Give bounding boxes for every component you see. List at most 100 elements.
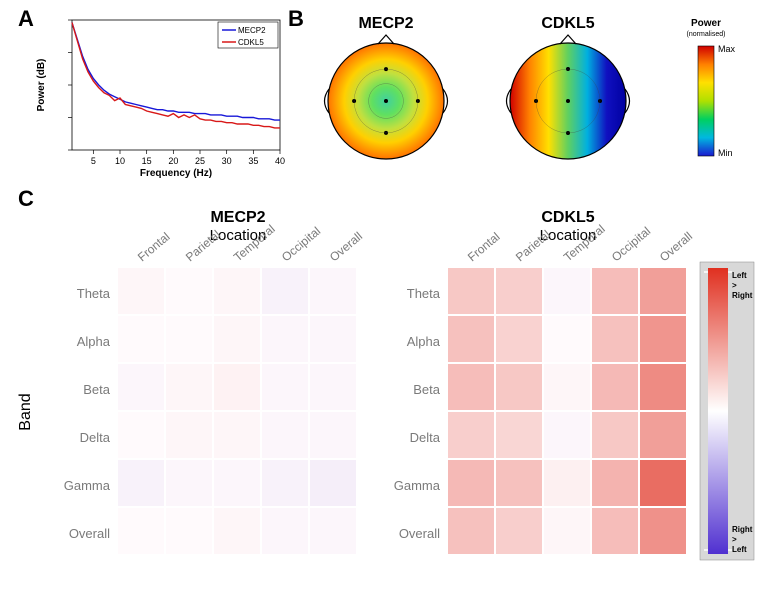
svg-text:Delta: Delta — [410, 430, 441, 445]
svg-text:Right: Right — [732, 525, 753, 534]
svg-text:Gamma: Gamma — [64, 478, 111, 493]
heat-cell — [448, 316, 494, 362]
heat-cell — [592, 508, 638, 554]
heat-cell — [310, 412, 356, 458]
svg-text:Occipital: Occipital — [279, 224, 323, 264]
heat-cell — [118, 508, 164, 554]
svg-text:Alpha: Alpha — [77, 334, 111, 349]
svg-text:30: 30 — [222, 156, 232, 166]
heat-cell — [262, 268, 308, 314]
heat-cell — [592, 316, 638, 362]
power-spectrum-chart: 510152025303540Frequency (Hz)Power (dB)M… — [30, 10, 290, 180]
svg-text:Parietal: Parietal — [513, 227, 553, 264]
svg-text:Theta: Theta — [77, 286, 111, 301]
heat-cell — [544, 364, 590, 410]
heat-cell — [310, 460, 356, 506]
svg-text:35: 35 — [248, 156, 258, 166]
svg-text:Beta: Beta — [83, 382, 111, 397]
heat-cell — [448, 508, 494, 554]
svg-text:Left: Left — [732, 271, 747, 280]
svg-text:10: 10 — [115, 156, 125, 166]
svg-text:Overall: Overall — [69, 526, 110, 541]
heat-cell — [262, 460, 308, 506]
svg-text:CDKL5: CDKL5 — [541, 15, 594, 32]
heat-cell — [448, 412, 494, 458]
asymmetry-heatmaps: MECP2LocationFrontalParietalTemporalOcci… — [8, 196, 768, 606]
svg-text:Left: Left — [732, 545, 747, 554]
svg-text:Parietal: Parietal — [183, 227, 223, 264]
svg-text:>: > — [732, 535, 737, 544]
heat-cell — [166, 412, 212, 458]
svg-text:40: 40 — [275, 156, 285, 166]
svg-text:Frontal: Frontal — [465, 230, 503, 265]
svg-text:Frequency (Hz): Frequency (Hz) — [140, 168, 212, 179]
heat-cell — [544, 412, 590, 458]
heat-cell — [544, 508, 590, 554]
heat-cell — [214, 508, 260, 554]
heat-cell — [592, 412, 638, 458]
heat-cell — [310, 364, 356, 410]
heat-cell — [544, 316, 590, 362]
svg-text:MECP2: MECP2 — [210, 209, 265, 226]
heat-cell — [214, 268, 260, 314]
heat-cell — [592, 364, 638, 410]
heat-cell — [544, 268, 590, 314]
heat-cell — [640, 412, 686, 458]
svg-text:CDKL5: CDKL5 — [238, 38, 264, 47]
heat-cell — [496, 412, 542, 458]
svg-text:Min: Min — [718, 148, 733, 158]
heat-cell — [448, 364, 494, 410]
svg-text:MECP2: MECP2 — [358, 15, 413, 32]
heat-cell — [166, 460, 212, 506]
svg-text:Right: Right — [732, 291, 753, 300]
heat-cell — [640, 508, 686, 554]
heat-cell — [262, 508, 308, 554]
heat-cell — [496, 364, 542, 410]
heat-cell — [118, 412, 164, 458]
heat-cell — [214, 412, 260, 458]
heat-cell — [496, 460, 542, 506]
heat-cell — [262, 316, 308, 362]
heat-cell — [118, 268, 164, 314]
heat-cell — [118, 364, 164, 410]
svg-text:Gamma: Gamma — [394, 478, 441, 493]
heat-cell — [496, 268, 542, 314]
heat-cell — [640, 316, 686, 362]
svg-text:Overall: Overall — [657, 229, 695, 264]
heat-cell — [118, 316, 164, 362]
svg-text:Frontal: Frontal — [135, 230, 173, 265]
svg-text:>: > — [732, 281, 737, 290]
svg-text:(normalised): (normalised) — [687, 31, 726, 38]
heat-cell — [640, 364, 686, 410]
svg-text:Beta: Beta — [413, 382, 441, 397]
heat-cell — [496, 316, 542, 362]
heat-cell — [166, 508, 212, 554]
power-colorbar — [698, 46, 714, 156]
heat-cell — [214, 364, 260, 410]
heat-cell — [592, 268, 638, 314]
svg-text:Power: Power — [691, 18, 721, 29]
svg-text:Band: Band — [17, 393, 34, 430]
svg-text:MECP2: MECP2 — [238, 26, 266, 35]
heat-cell — [262, 412, 308, 458]
heat-cell — [544, 460, 590, 506]
heat-cell — [448, 268, 494, 314]
heat-cell — [166, 316, 212, 362]
heat-cell — [496, 508, 542, 554]
svg-text:5: 5 — [91, 156, 96, 166]
heat-cell — [166, 268, 212, 314]
svg-text:Overall: Overall — [327, 229, 365, 264]
svg-text:CDKL5: CDKL5 — [541, 209, 594, 226]
heat-cell — [592, 460, 638, 506]
heat-cell — [166, 364, 212, 410]
heat-cell — [118, 460, 164, 506]
heat-cell — [310, 316, 356, 362]
heat-cell — [262, 364, 308, 410]
svg-text:25: 25 — [195, 156, 205, 166]
svg-text:Alpha: Alpha — [407, 334, 441, 349]
svg-text:Occipital: Occipital — [609, 224, 653, 264]
legend: MECP2 CDKL5 — [218, 22, 278, 48]
topographic-maps: MECP2CDKL5Power(normalised)MaxMin — [298, 6, 768, 176]
heat-cell — [214, 316, 260, 362]
svg-text:15: 15 — [142, 156, 152, 166]
